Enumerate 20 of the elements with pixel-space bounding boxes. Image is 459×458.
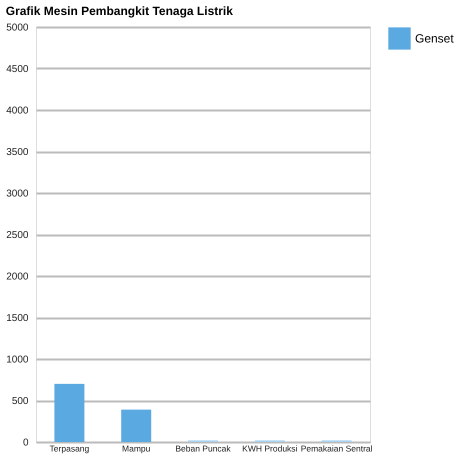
bar xyxy=(54,384,84,442)
y-tick-label: 4500 xyxy=(6,64,29,75)
y-tick-label: 1500 xyxy=(6,313,29,324)
bar xyxy=(121,410,152,442)
legend-label: Genset xyxy=(415,32,454,46)
y-tick-label: 3000 xyxy=(6,188,29,200)
chart-title: Grafik Mesin Pembangkit Tenaga Listrik xyxy=(6,4,234,18)
x-tick-label: KWH Produksi xyxy=(242,444,298,454)
y-tick-label: 2000 xyxy=(6,272,29,282)
x-tick-label: Beban Puncak xyxy=(175,444,232,454)
y-tick-label: 3500 xyxy=(6,147,29,158)
x-tick-label: Mampu xyxy=(122,444,151,454)
y-tick-label: 4000 xyxy=(6,106,29,116)
y-tick-label: 0 xyxy=(22,438,29,448)
x-tick-label: Pemakaian Sentral xyxy=(300,444,373,454)
y-tick-label: 5000 xyxy=(6,22,29,34)
y-tick-label: 1000 xyxy=(6,354,29,366)
x-tick-label: Terpasang xyxy=(50,444,90,454)
y-tick-label: 500 xyxy=(12,396,29,407)
y-tick-label: 2500 xyxy=(6,230,29,241)
